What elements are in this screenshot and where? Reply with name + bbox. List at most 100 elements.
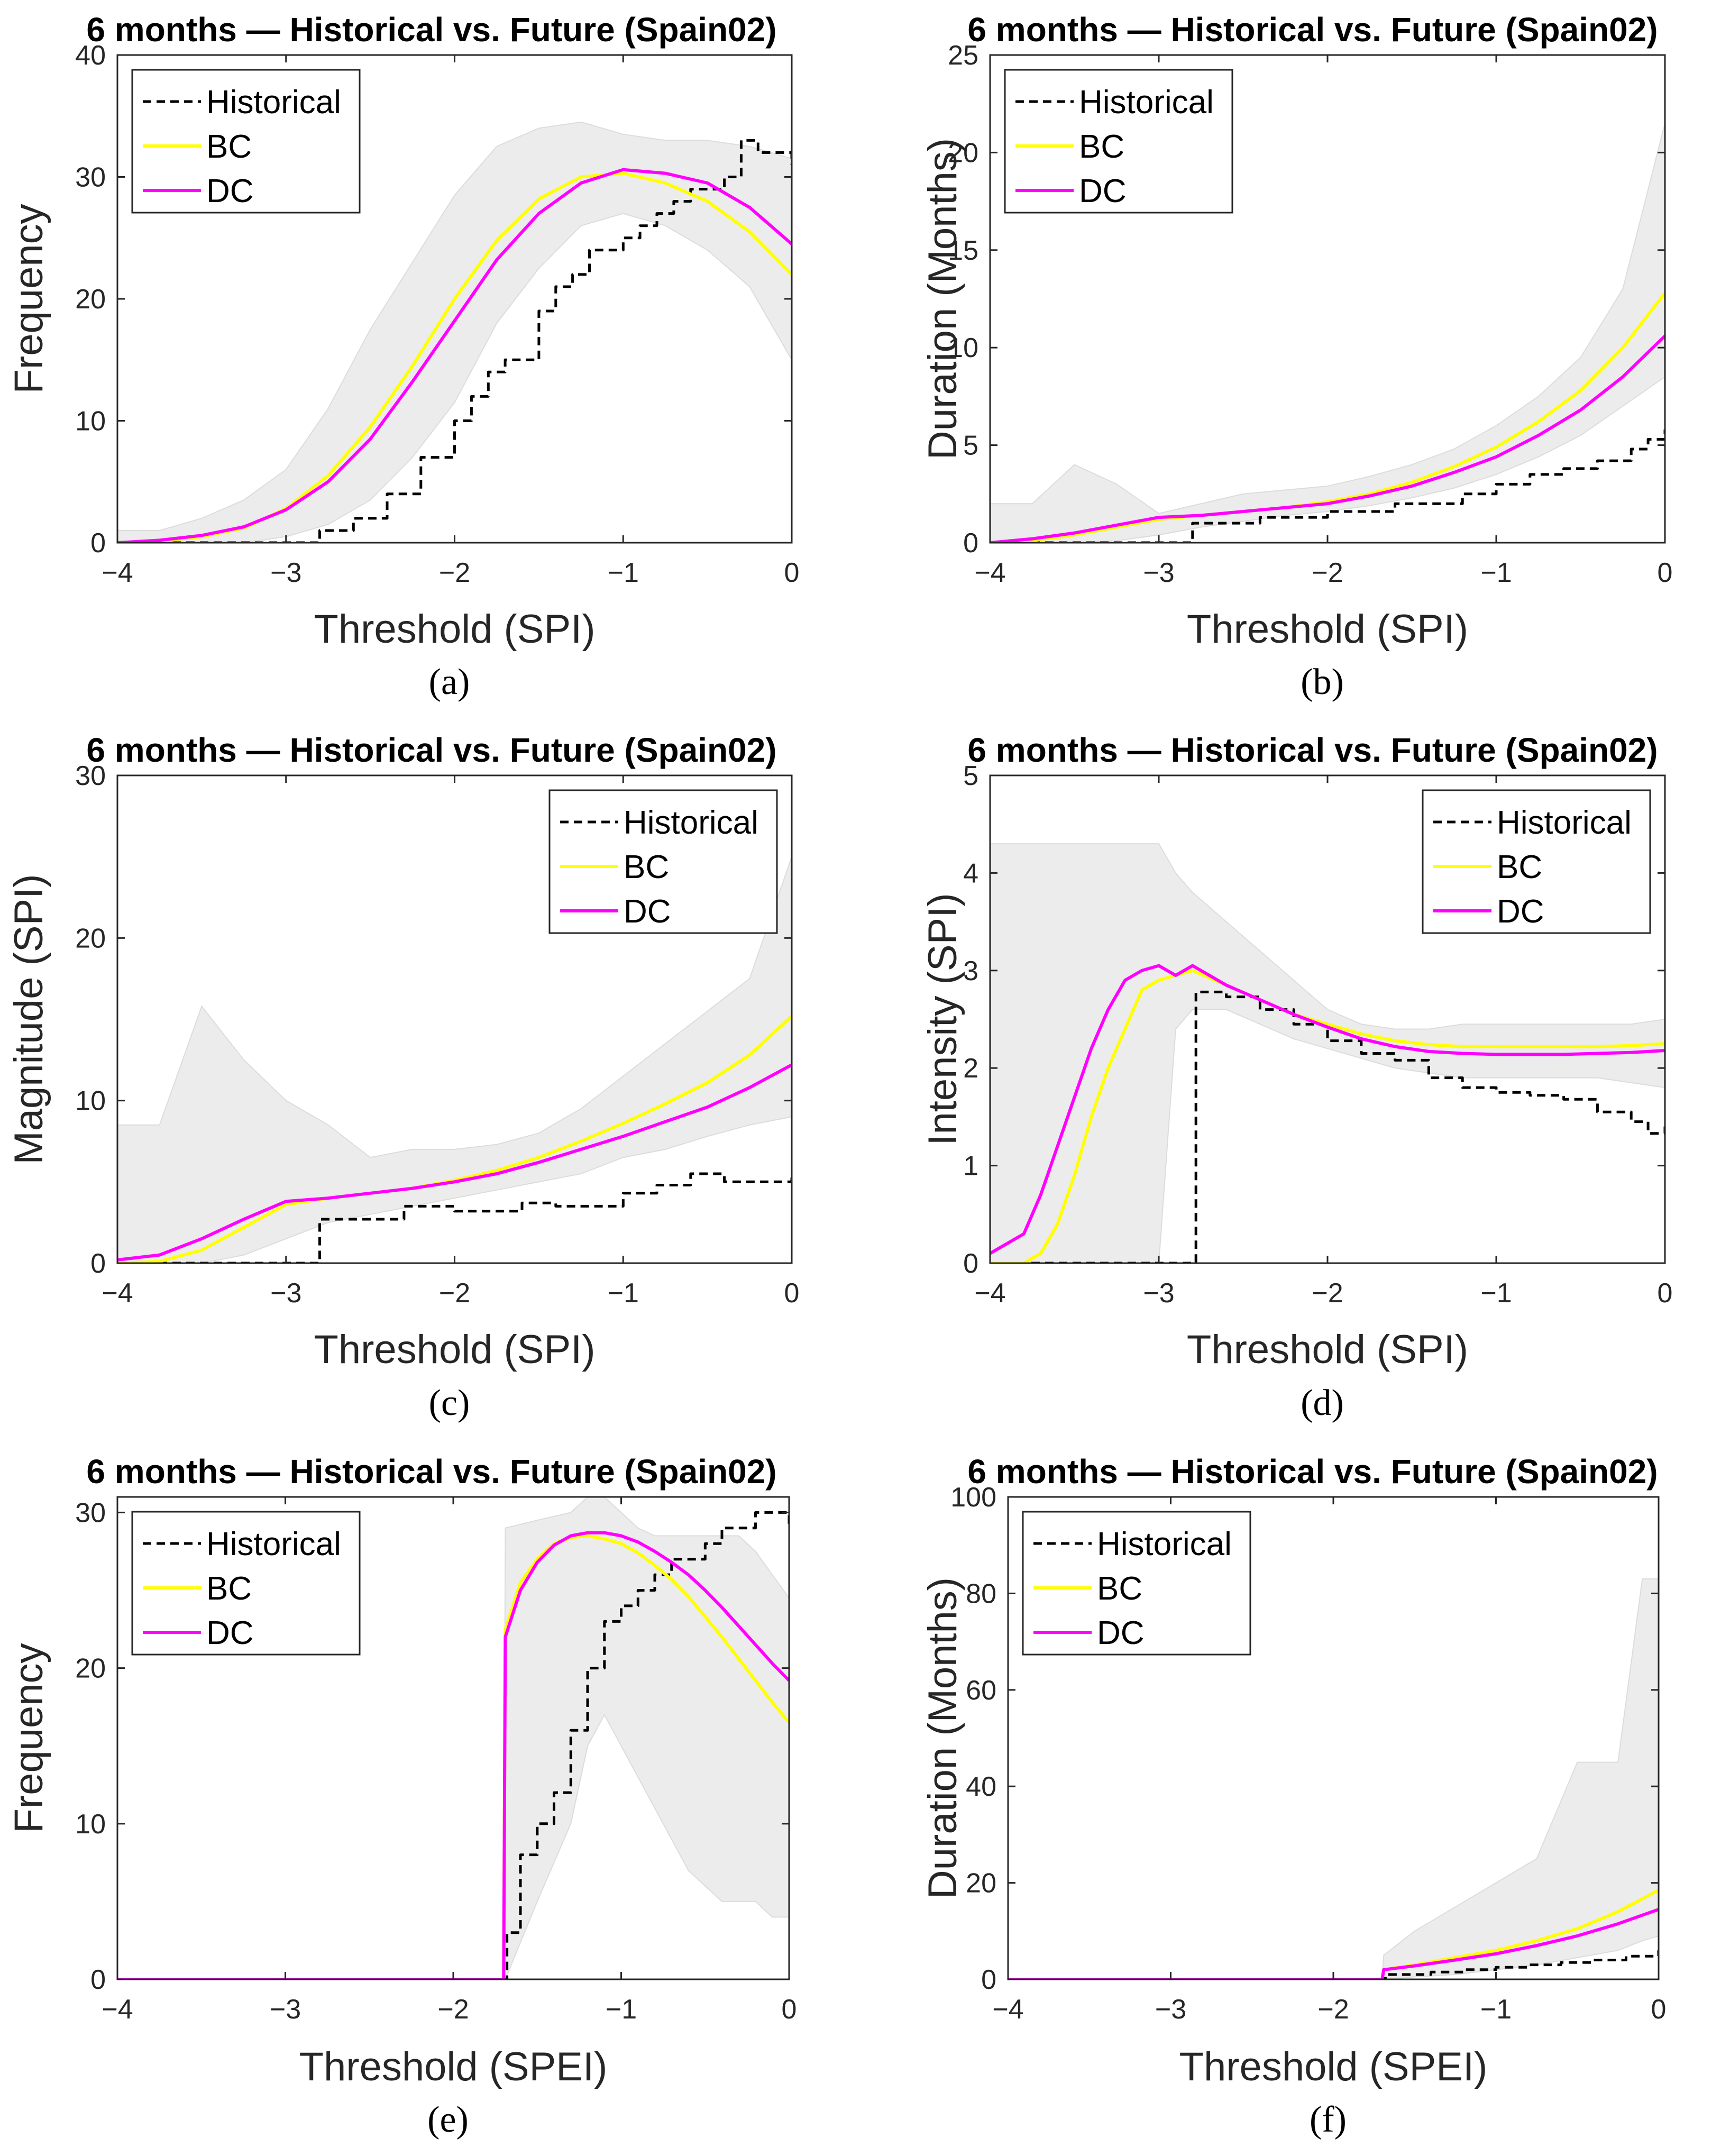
chart-panel-4: −4 −3 −2 −1 0 0 1 2 3 4 56 months — Historical vs.…	[920, 731, 1672, 1423]
x-tick-label: −1	[608, 558, 639, 588]
legend-label-bc: BC	[206, 1570, 252, 1607]
x-tick-label: −4	[974, 558, 1005, 588]
x-tick-label: 0	[782, 1994, 797, 2025]
panel-label: (e)	[427, 2099, 469, 2140]
series-line-dc	[990, 334, 1665, 543]
y-tick-label: 0	[90, 528, 106, 559]
series-line-dc	[117, 1063, 792, 1262]
x-tick-label: −3	[1155, 1994, 1186, 2025]
y-axis-label: Duration (Months)	[920, 1577, 965, 1899]
y-tick-label: 0	[963, 1248, 978, 1279]
y-tick-label: 10	[948, 333, 978, 363]
x-tick-label: −4	[974, 1278, 1005, 1309]
x-tick-label: 0	[1658, 1278, 1673, 1309]
x-tick-label: −3	[270, 1994, 301, 2025]
uncertainty-band	[117, 1497, 789, 1979]
x-axis-label: Threshold (SPI)	[314, 607, 595, 652]
chart-panel-3: −4 −3 −2 −1 0 0 10 20 306 months — Historical vs…	[6, 731, 799, 1423]
y-tick-label: 0	[90, 1965, 106, 1995]
x-tick-label: −1	[1480, 1994, 1512, 2025]
plot-area	[117, 1497, 789, 1979]
x-tick-label: 0	[1658, 558, 1673, 588]
series-line-historical	[990, 990, 1665, 1263]
legend: Historical BC DC	[131, 69, 361, 214]
x-tick-label: 0	[1651, 1994, 1667, 2025]
chart-title: 6 months — Historical vs. Future (Spain0…	[967, 1452, 1658, 1491]
plot-area	[117, 856, 792, 1263]
y-tick-label: 20	[75, 284, 106, 315]
x-tick-label: −1	[1480, 558, 1512, 588]
plot-area	[990, 843, 1665, 1263]
legend-label-dc: DC	[206, 173, 254, 209]
x-axis-label: Threshold (SPEI)	[299, 2044, 608, 2089]
legend-label-dc: DC	[1497, 893, 1544, 930]
panel-label: (f)	[1310, 2099, 1347, 2140]
legend: Historical BC DC	[1022, 1511, 1251, 1656]
series-line-historical	[990, 430, 1665, 543]
y-axis-label: Frequency	[6, 204, 51, 394]
y-tick-label: 20	[966, 1868, 996, 1899]
series-line-bc	[990, 292, 1665, 543]
y-tick-label: 10	[75, 1809, 106, 1840]
plot-area	[990, 123, 1665, 543]
y-tick-label: 20	[75, 923, 106, 954]
x-tick-label: −2	[439, 558, 470, 588]
y-tick-label: 20	[75, 1653, 106, 1684]
y-axis-label: Intensity (SPI)	[920, 893, 965, 1145]
y-tick-label: 30	[75, 162, 106, 193]
chart-title: 6 months — Historical vs. Future (Spain0…	[86, 11, 776, 49]
x-axis-label: Threshold (SPI)	[314, 1327, 595, 1372]
chart-panel-1: −4 −3 −2 −1 0 0 10 20 30 406 months — Historical …	[6, 11, 799, 702]
x-tick-label: −2	[1312, 558, 1343, 588]
x-tick-label: −4	[102, 558, 133, 588]
panel-label: (a)	[429, 662, 470, 702]
chart-panel-5: −4 −3 −2 −1 0 0 10 20 30 6 months — Historical vs…	[6, 1452, 797, 2140]
y-tick-label: 1	[963, 1151, 978, 1182]
series-line-historical	[1008, 1950, 1659, 1979]
y-tick-label: 30	[75, 761, 106, 791]
x-tick-label: −2	[437, 1994, 469, 2025]
y-axis-label: Magnitude (SPI)	[6, 874, 51, 1164]
uncertainty-band	[1008, 1578, 1659, 1979]
x-tick-label: −4	[102, 1278, 133, 1309]
x-tick-label: −3	[1143, 1278, 1174, 1309]
series-line-historical	[117, 139, 792, 543]
x-axis-label: Threshold (SPI)	[1187, 1327, 1468, 1372]
y-tick-label: 5	[963, 761, 978, 791]
series-line-historical	[117, 1172, 792, 1263]
y-tick-label: 3	[963, 956, 978, 986]
uncertainty-band	[990, 843, 1665, 1263]
plot-area	[117, 121, 792, 543]
legend-label-dc: DC	[624, 893, 671, 930]
y-tick-label: 25	[948, 40, 978, 71]
legend-label-historical: Historical	[1079, 84, 1214, 121]
legend-label-bc: BC	[1497, 849, 1542, 885]
legend-label-historical: Historical	[206, 84, 341, 121]
series-line-dc	[990, 964, 1665, 1255]
y-tick-label: 100	[950, 1482, 996, 1513]
legend-label-dc: DC	[1079, 173, 1127, 209]
y-tick-label: 0	[963, 528, 978, 559]
x-tick-label: −1	[1480, 1278, 1512, 1309]
uncertainty-band	[990, 123, 1665, 543]
legend-label-dc: DC	[1097, 1615, 1145, 1651]
chart-panel-2: −4 −3 −2 −1 0 0 5 10 15 20 256 months — Historical…	[920, 11, 1672, 702]
x-tick-label: −1	[608, 1278, 639, 1309]
legend-label-historical: Historical	[624, 805, 758, 841]
panel-label: (d)	[1301, 1383, 1344, 1423]
legend-label-dc: DC	[206, 1615, 254, 1651]
uncertainty-band	[117, 856, 792, 1263]
y-tick-label: 40	[75, 40, 106, 71]
chart-title: 6 months — Historical vs. Future (Spain0…	[86, 1452, 776, 1491]
series-line-bc	[117, 1534, 789, 1979]
y-tick-label: 5	[963, 431, 978, 461]
series-line-historical	[117, 1511, 789, 1979]
series-line-dc	[117, 1531, 789, 1979]
legend: Historical BC DC	[1422, 789, 1651, 934]
x-tick-label: −2	[439, 1278, 470, 1309]
x-tick-label: −3	[1143, 558, 1174, 588]
y-axis-label: Duration (Months)	[920, 138, 965, 460]
x-tick-label: −4	[102, 1994, 133, 2025]
